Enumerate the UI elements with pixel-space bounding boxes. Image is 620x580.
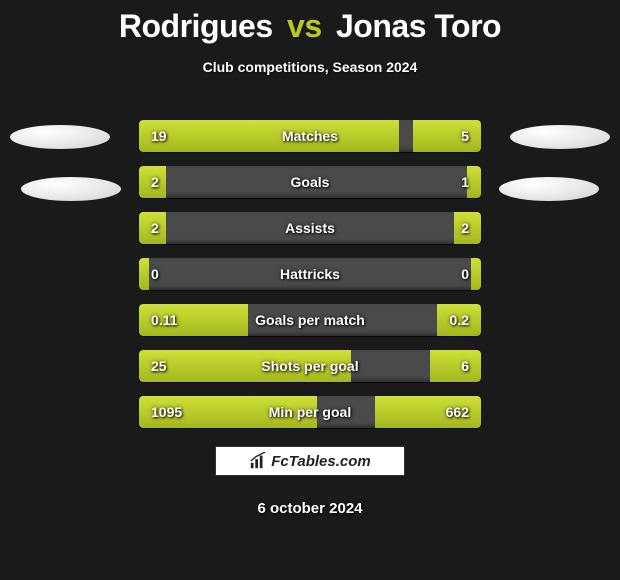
comparison-title: Rodrigues vs Jonas Toro: [0, 0, 620, 45]
date: 6 october 2024: [0, 500, 620, 517]
bar-fill-right: [413, 120, 481, 152]
bar-value-right: 0: [461, 258, 469, 290]
stat-bar-row: 1095662Min per goal: [139, 396, 481, 428]
bar-fill-left: [139, 304, 248, 336]
logo-text: FcTables.com: [271, 453, 370, 470]
bar-label: Goals: [139, 166, 481, 198]
decor-ellipse-right-1: [510, 125, 610, 149]
bar-fill-left: [139, 212, 166, 244]
player2-name: Jonas Toro: [336, 8, 501, 44]
chart-icon: [249, 452, 267, 470]
bar-fill-left: [139, 350, 351, 382]
stat-bar-row: 0.110.2Goals per match: [139, 304, 481, 336]
player1-name: Rodrigues: [119, 8, 273, 44]
bar-fill-right: [437, 304, 481, 336]
logo-box: FcTables.com: [215, 446, 405, 476]
bar-fill-right: [375, 396, 481, 428]
bar-fill-right: [454, 212, 481, 244]
decor-ellipse-right-2: [499, 177, 599, 201]
bar-fill-left: [139, 120, 399, 152]
bar-fill-left: [139, 258, 149, 290]
bar-fill-left: [139, 166, 166, 198]
stat-bar-row: 195Matches: [139, 120, 481, 152]
stat-bar-row: 21Goals: [139, 166, 481, 198]
bar-value-left: 0: [151, 258, 159, 290]
bar-fill-right: [430, 350, 481, 382]
bar-fill-left: [139, 396, 317, 428]
bar-label: Hattricks: [139, 258, 481, 290]
subtitle: Club competitions, Season 2024: [0, 59, 620, 75]
stat-bar-row: 22Assists: [139, 212, 481, 244]
bar-label: Assists: [139, 212, 481, 244]
stat-bars-container: 195Matches 21Goals 22Assists 0 0Hattricks 0.1…: [139, 120, 481, 442]
decor-ellipse-left-1: [10, 125, 110, 149]
decor-ellipse-left-2: [21, 177, 121, 201]
vs-text: vs: [287, 8, 322, 44]
bar-fill-right: [467, 166, 481, 198]
bar-fill-right: [471, 258, 481, 290]
stat-bar-row: 0 0Hattricks: [139, 258, 481, 290]
stat-bar-row: 256Shots per goal: [139, 350, 481, 382]
